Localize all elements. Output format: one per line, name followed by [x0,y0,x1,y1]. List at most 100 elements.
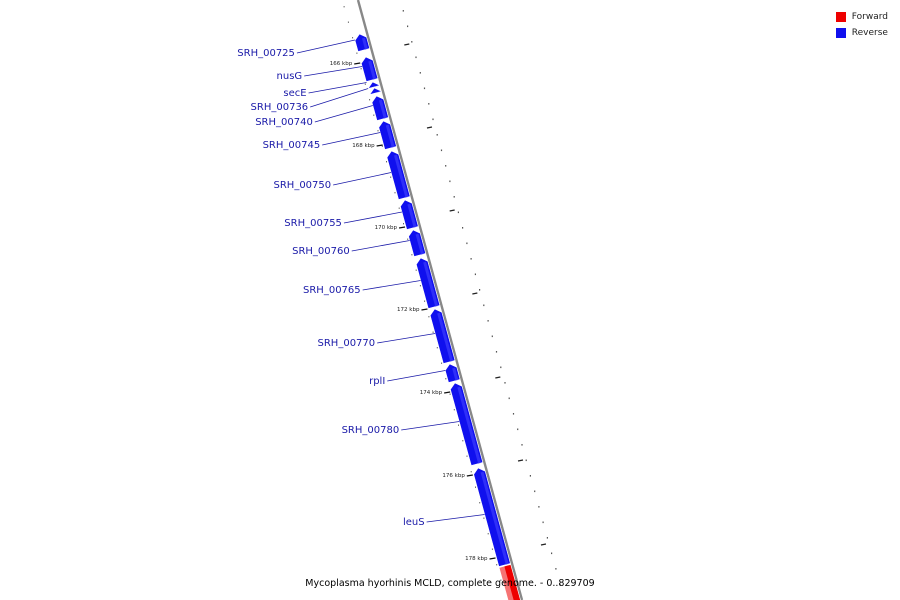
gene-highlight [415,233,424,255]
inner-dot [352,37,354,39]
gene-highlight [452,367,459,381]
gene-label[interactable]: SRH_00740 [255,117,313,128]
inner-dot [466,455,468,457]
guide-dot [551,552,553,555]
outer-dots [402,10,561,586]
gene-arrow[interactable] [369,87,382,95]
tick-mark [466,474,473,477]
inner-dot [398,207,400,209]
reverse-swatch [835,28,846,38]
guide-dot [436,134,438,136]
guide-dot [542,521,544,524]
inner-dot [424,300,426,302]
tick-mark [376,144,383,147]
gene-highlight [378,99,387,119]
gene-label[interactable]: SRH_00765 [303,285,361,296]
gene-arrow[interactable] [498,564,521,600]
gene-leader-line [426,514,485,523]
guide-dot [487,320,489,322]
gene-shade [499,566,514,600]
gene-arrow[interactable] [367,81,381,89]
gene-label[interactable]: rplI [369,376,385,387]
guide-dot [457,211,459,214]
legend-forward: Forward [835,9,888,25]
tick-label: 178 kbp [465,556,488,562]
guide-dot [555,568,557,570]
strand-legend: Forward Reverse [835,9,888,41]
guide-dot [407,25,409,28]
scale-ticks: 166 kbp 168 kbp 170 kbp 172 kbp 174 kbp 176 k… [330,61,496,562]
inner-dot [369,99,371,101]
gene-label[interactable]: SRH_00736 [251,102,309,113]
guide-dot [432,118,434,121]
gene-leader-line [343,211,403,224]
gene-leader-line [296,39,356,54]
guide-dot [546,537,548,539]
guide-dot [466,242,468,245]
guide-dot [474,273,476,276]
inner-dot [415,269,417,271]
gene-label[interactable]: SRH_00760 [292,246,350,257]
tick-label: 172 kbp [397,307,420,313]
gene-leader-line [310,88,369,108]
tick-label: 176 kbp [442,473,465,479]
gene-label[interactable]: SRH_00755 [284,218,342,229]
gene-leader-line [314,105,373,123]
gene-highlight [394,154,409,198]
guide-dot [500,366,502,369]
scale-dash [495,376,501,379]
tick-mark [444,391,451,394]
guide-dot [521,444,523,446]
guide-dot [419,72,421,74]
scale-dash [540,543,547,546]
guide-dot [534,490,536,493]
guide-dot [529,475,531,477]
inner-dot [500,579,502,581]
gene-label[interactable]: secE [283,88,306,99]
tick-label: 168 kbp [352,143,375,149]
legend-reverse: Reverse [835,25,888,41]
inner-dots [343,6,502,581]
tick-label: 166 kbp [330,61,353,67]
inner-dot [377,130,379,132]
gene-label[interactable]: nusG [277,71,303,82]
gene-leader-line [322,132,381,146]
guide-dot [538,506,540,508]
inner-dot [343,6,345,8]
inner-dot [394,192,396,194]
guide-dot [525,459,527,462]
scale-dash [472,292,478,295]
gene-leader-line [387,370,446,382]
guide-dot [402,10,404,12]
inner-dot [419,285,421,287]
gene-label[interactable]: SRH_00725 [237,48,295,59]
gene-label[interactable]: SRH_00750 [274,180,332,191]
inner-dot [491,548,493,550]
inner-dot [432,331,434,333]
gene-label[interactable]: SRH_00745 [263,140,321,151]
scale-dash [426,126,433,129]
legend-reverse-label: Reverse [851,28,888,38]
gene-label[interactable]: leuS [403,517,425,528]
gene-highlight [376,91,380,93]
inner-dot [441,362,443,364]
guide-dot [411,41,413,43]
inner-dot [386,161,387,163]
guide-dot [508,397,510,400]
guide-dot [423,87,426,90]
gene-highlight [437,312,454,362]
inner-dot [475,486,476,488]
gene-label[interactable]: SRH_00780 [342,425,400,436]
guide-dot [440,149,443,152]
gene-leader-line [377,333,436,344]
inner-dot [462,440,464,442]
inner-dot [381,145,383,147]
gene-leader-line [333,172,392,186]
guide-dot [449,180,451,183]
gene-highlight [375,85,379,87]
gene-leader-line [401,421,460,431]
inner-dot [428,316,430,318]
guide-dot [428,103,430,105]
gene-label[interactable]: SRH_00770 [318,338,376,349]
guide-dot [504,382,506,384]
